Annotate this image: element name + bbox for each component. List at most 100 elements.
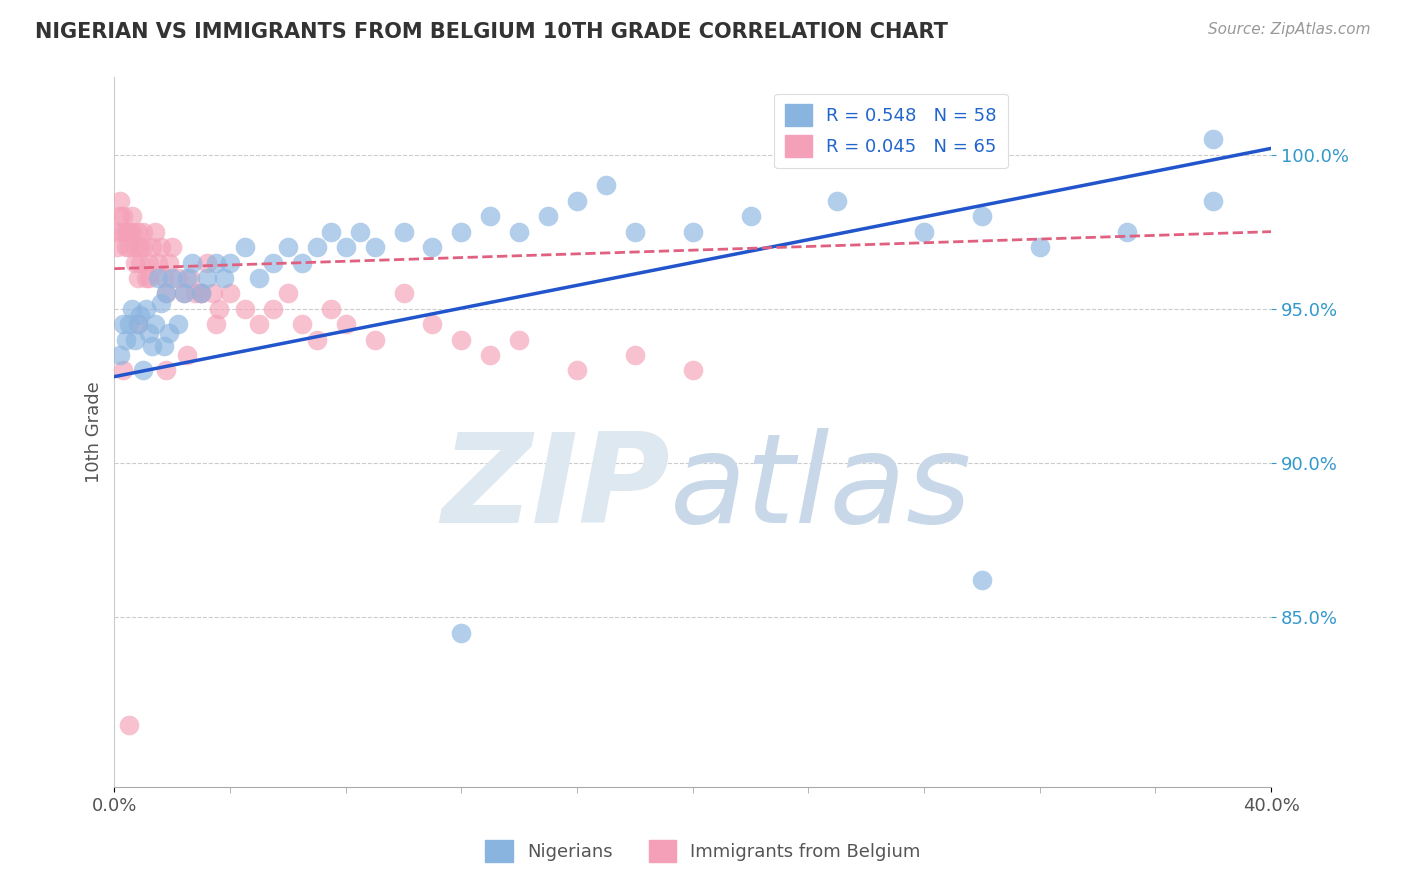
Point: [262, 301, 284, 316]
Point: [565, 363, 588, 377]
Point: [233, 240, 256, 254]
Point: [335, 317, 357, 331]
Point: [129, 308, 152, 322]
Point: [349, 225, 371, 239]
Point: [277, 240, 299, 254]
Point: [392, 225, 415, 239]
Point: [277, 286, 299, 301]
Point: [127, 225, 149, 239]
Point: [233, 301, 256, 316]
Y-axis label: 10th Grade: 10th Grade: [86, 381, 103, 483]
Point: [135, 271, 157, 285]
Text: Source: ZipAtlas.com: Source: ZipAtlas.com: [1208, 22, 1371, 37]
Point: [450, 225, 472, 239]
Point: [146, 255, 169, 269]
Point: [195, 271, 218, 285]
Point: [1115, 225, 1137, 239]
Point: [682, 363, 704, 377]
Point: [450, 333, 472, 347]
Point: [214, 271, 236, 285]
Point: [152, 271, 174, 285]
Point: [143, 317, 166, 331]
Point: [335, 240, 357, 254]
Point: [115, 333, 138, 347]
Point: [422, 240, 444, 254]
Point: [127, 271, 149, 285]
Point: [201, 286, 224, 301]
Point: [152, 339, 174, 353]
Point: [508, 333, 530, 347]
Point: [138, 271, 160, 285]
Point: [247, 271, 270, 285]
Point: [105, 225, 128, 239]
Point: [138, 326, 160, 341]
Point: [146, 271, 169, 285]
Point: [124, 255, 146, 269]
Point: [141, 339, 163, 353]
Point: [179, 271, 201, 285]
Point: [1029, 240, 1052, 254]
Point: [118, 240, 141, 254]
Point: [121, 225, 143, 239]
Point: [143, 225, 166, 239]
Point: [115, 225, 138, 239]
Point: [392, 286, 415, 301]
Point: [1202, 194, 1225, 208]
Point: [105, 240, 128, 254]
Point: [450, 625, 472, 640]
Point: [138, 255, 160, 269]
Point: [176, 271, 198, 285]
Point: [204, 317, 226, 331]
Point: [291, 317, 314, 331]
Point: [124, 333, 146, 347]
Point: [173, 286, 195, 301]
Point: [162, 240, 184, 254]
Point: [262, 255, 284, 269]
Point: [184, 286, 207, 301]
Point: [508, 225, 530, 239]
Point: [112, 225, 135, 239]
Point: [162, 271, 184, 285]
Point: [157, 326, 180, 341]
Point: [624, 348, 647, 362]
Point: [740, 209, 762, 223]
Point: [363, 240, 385, 254]
Point: [127, 317, 149, 331]
Point: [190, 286, 212, 301]
Point: [682, 225, 704, 239]
Point: [321, 301, 343, 316]
Point: [321, 225, 343, 239]
Point: [108, 209, 131, 223]
Point: [112, 209, 135, 223]
Point: [155, 286, 177, 301]
Point: [176, 348, 198, 362]
Point: [118, 225, 141, 239]
Point: [135, 301, 157, 316]
Point: [132, 240, 155, 254]
Point: [479, 348, 502, 362]
Point: [595, 178, 617, 193]
Point: [129, 255, 152, 269]
Point: [970, 573, 993, 587]
Point: [108, 348, 131, 362]
Point: [291, 255, 314, 269]
Point: [247, 317, 270, 331]
Point: [141, 240, 163, 254]
Point: [149, 295, 172, 310]
Point: [121, 209, 143, 223]
Point: [167, 317, 190, 331]
Point: [219, 286, 242, 301]
Point: [204, 255, 226, 269]
Point: [118, 718, 141, 732]
Point: [305, 240, 328, 254]
Text: ZIP: ZIP: [441, 428, 669, 549]
Point: [190, 286, 212, 301]
Point: [624, 225, 647, 239]
Point: [108, 194, 131, 208]
Point: [195, 255, 218, 269]
Point: [132, 225, 155, 239]
Point: [363, 333, 385, 347]
Point: [537, 209, 560, 223]
Legend: Nigerians, Immigrants from Belgium: Nigerians, Immigrants from Belgium: [478, 833, 928, 870]
Point: [127, 317, 149, 331]
